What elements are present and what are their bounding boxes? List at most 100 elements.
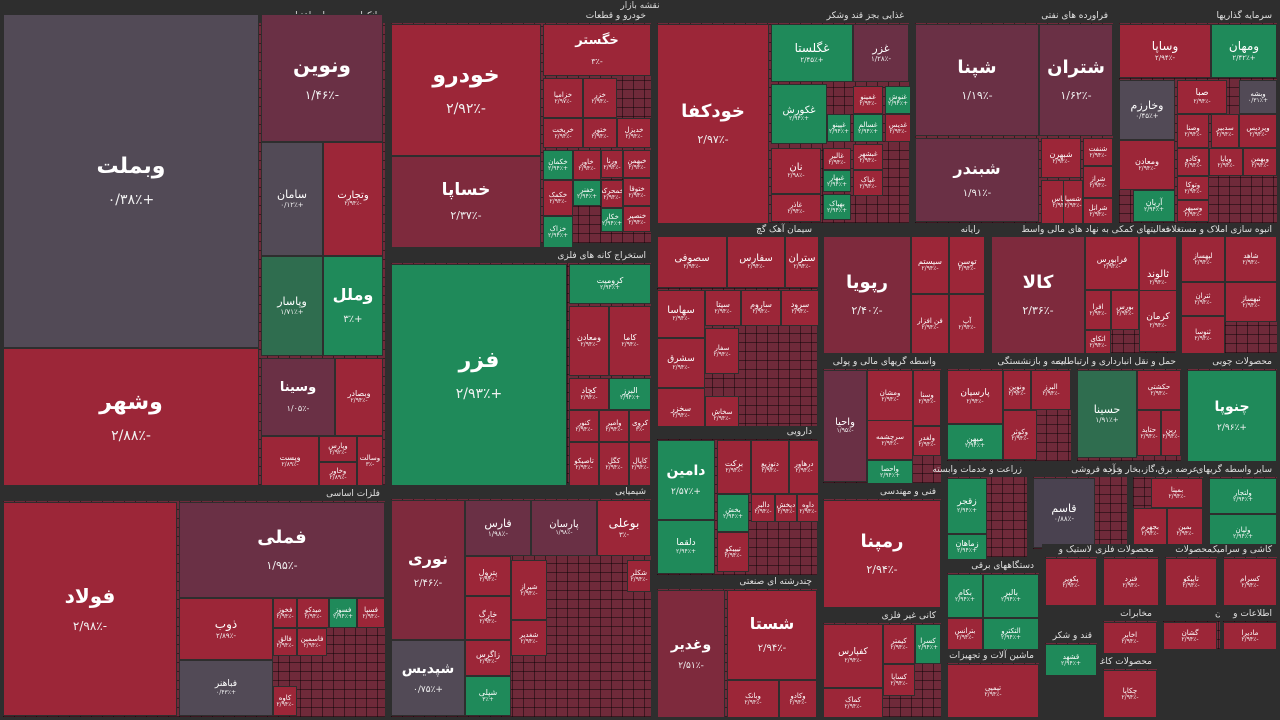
stock-tile[interactable]: فارس -۱/۹۸٪ [465, 500, 531, 556]
stock-tile[interactable]: فسوز +۲/۹۴٪ [329, 598, 357, 628]
stock-tile[interactable]: فخوز -۲/۹۴٪ [273, 598, 297, 628]
stock-tile[interactable]: وکادو -۲/۹۴٪ [1177, 148, 1209, 176]
stock-tile[interactable]: وسالت -۳٪ [357, 436, 383, 486]
stock-tile[interactable]: کسرام -۲/۹۴٪ [1223, 558, 1277, 606]
stock-tile[interactable]: وبصادر -۲/۹۴٪ [335, 358, 383, 436]
stock-tile[interactable]: خکار +۲/۹۴٪ [601, 208, 623, 232]
stock-tile[interactable]: التکترو +۲/۹۴٪ [983, 618, 1039, 650]
stock-tile[interactable]: سیتا -۲/۹۴٪ [705, 290, 741, 326]
stock-tile[interactable]: دتوزیع -۲/۹۴٪ [751, 440, 789, 494]
stock-tile[interactable]: ستران -۲/۹۴٪ [785, 236, 819, 288]
stock-tile[interactable]: غدیس -۲/۹۴٪ [885, 114, 911, 142]
stock-tile[interactable]: خساپا -۲/۳۷٪ [391, 156, 541, 248]
stock-tile[interactable]: ونوین -۱/۴۶٪ [261, 14, 383, 142]
stock-tile[interactable]: شستا -۲/۹۴٪ [727, 590, 817, 680]
stock-tile[interactable]: گشان -۲/۹۴٪ [1163, 622, 1217, 650]
stock-tile[interactable]: البرز +۲/۹۴٪ [609, 378, 651, 410]
stock-tile[interactable]: خنصیر -۲/۹۴٪ [623, 206, 651, 232]
stock-tile[interactable]: شپنا -۱/۱۹٪ [915, 24, 1039, 136]
stock-tile[interactable]: اخابر -۲/۹۴٪ [1103, 622, 1157, 654]
stock-tile[interactable]: پارسان -۱/۹۸٪ [531, 500, 597, 556]
stock-tile[interactable]: وملل +۳٪ [323, 256, 383, 356]
stock-tile[interactable]: خکمک -۲/۹۴٪ [543, 180, 573, 216]
stock-tile[interactable]: وبشه +۰/۳۱٪ [1239, 80, 1277, 114]
stock-tile[interactable]: ومشان -۲/۹۴٪ [867, 370, 913, 422]
stock-tile[interactable]: رمپنا -۲/۹۴٪ [823, 500, 941, 608]
stock-tile[interactable]: کاما -۲/۹۴٪ [609, 306, 651, 376]
stock-tile[interactable]: وپست -۲/۸۹٪ [261, 436, 319, 486]
stock-tile[interactable]: وبملت +۰/۳۸٪ [3, 14, 259, 348]
stock-tile[interactable]: برکت -۲/۹۴٪ [717, 440, 751, 494]
stock-tile[interactable]: البرز -۲/۹۴٪ [1031, 370, 1071, 410]
stock-tile[interactable]: خدیزل -۲/۹۴٪ [617, 118, 651, 148]
stock-tile[interactable]: ومعادن -۲/۹۴٪ [569, 306, 609, 376]
stock-tile[interactable]: دالبر -۲/۹۴٪ [751, 494, 775, 522]
stock-tile[interactable]: ثتران -۲/۹۴٪ [1181, 282, 1225, 316]
stock-tile[interactable]: خودکفا -۲/۹۷٪ [657, 24, 769, 224]
stock-tile[interactable]: تاصیکو -۲/۹۴٪ [569, 442, 599, 486]
stock-tile[interactable]: وتوکا -۲/۹۴٪ [1177, 176, 1209, 200]
stock-tile[interactable]: وسینا -۱/۰۵٪ [261, 358, 335, 436]
stock-tile[interactable]: حکشتی -۲/۹۴٪ [1137, 370, 1181, 410]
stock-tile[interactable]: فن افزار -۲/۹۴٪ [911, 294, 949, 354]
stock-tile[interactable]: ومعادن -۲/۹۴٪ [1119, 140, 1175, 190]
stock-tile[interactable]: غگلستا +۲/۴۵٪ [771, 24, 853, 82]
stock-tile[interactable]: شغدیر -۲/۹۴٪ [511, 620, 547, 656]
stock-tile[interactable]: کنور -۲/۹۴٪ [569, 410, 599, 442]
stock-tile[interactable]: غاذر -۲/۹۴٪ [771, 194, 821, 222]
stock-tile[interactable]: ختوقا -۲/۹۴٪ [623, 178, 651, 206]
stock-tile[interactable]: پکویر -۲/۹۴٪ [1045, 558, 1097, 606]
stock-tile[interactable]: کاپال -۲/۹۴٪ [629, 442, 651, 486]
stock-tile[interactable]: داوه -۲/۹۴٪ [797, 494, 819, 522]
stock-tile[interactable]: سفارس -۲/۹۴٪ [727, 236, 785, 288]
stock-tile[interactable]: سصوفی -۲/۹۴٪ [657, 236, 727, 288]
stock-tile[interactable]: دپخش -۲/۹۴٪ [775, 494, 797, 522]
stock-tile[interactable]: زاگرس -۲/۹۴٪ [465, 640, 511, 676]
stock-tile[interactable]: خارگ -۲/۹۴٪ [465, 596, 511, 640]
stock-tile[interactable]: خفنر +۲/۹۴٪ [573, 180, 601, 206]
stock-tile[interactable]: غپینو +۲/۹۴٪ [827, 114, 851, 142]
stock-tile[interactable]: وخاور -۲/۸۹٪ [319, 462, 357, 486]
stock-tile[interactable]: غبهار +۲/۹۴٪ [823, 170, 851, 192]
stock-tile[interactable]: کساپا -۲/۹۴٪ [883, 664, 915, 696]
stock-tile[interactable]: غپاک -۲/۹۴٪ [853, 170, 883, 196]
stock-tile[interactable]: دلقما +۲/۹۴٪ [657, 520, 715, 574]
stock-tile[interactable]: فنرد -۲/۹۴٪ [1103, 558, 1159, 606]
stock-tile[interactable]: فرابورس -۲/۹۴٪ [1085, 236, 1139, 290]
stock-tile[interactable]: وساپا -۲/۹۴٪ [1119, 24, 1211, 78]
stock-tile[interactable]: کرومیت +۲/۹۴٪ [569, 264, 651, 304]
stock-tile[interactable]: افرا -۲/۹۴٪ [1085, 290, 1111, 330]
stock-tile[interactable]: سدبیر -۲/۹۴٪ [1211, 114, 1239, 148]
stock-tile[interactable]: سیستم -۲/۹۴٪ [911, 236, 949, 294]
stock-tile[interactable]: فالق -۲/۹۴٪ [273, 628, 297, 656]
stock-tile[interactable]: رین -۲/۹۴٪ [1161, 410, 1181, 456]
stock-tile[interactable]: سهاسا -۲/۹۴٪ [657, 290, 705, 338]
stock-tile[interactable]: رپویا -۲/۴۰٪ [823, 236, 911, 354]
stock-tile[interactable]: ویایا -۲/۹۴٪ [1209, 148, 1243, 176]
stock-tile[interactable]: شسپا -۲/۹۴٪ [1063, 180, 1083, 224]
stock-tile[interactable]: بالبر +۲/۹۴٪ [983, 574, 1039, 618]
stock-tile[interactable]: شپدیس +۰/۷۵٪ [391, 640, 465, 716]
stock-tile[interactable]: سفار -۲/۹۴٪ [705, 328, 739, 374]
stock-tile[interactable]: حتاید -۲/۹۴٪ [1137, 410, 1161, 456]
stock-tile[interactable]: پارسیان -۲/۹۴٪ [947, 370, 1003, 424]
stock-tile[interactable]: خگستر -۳٪ [543, 24, 651, 76]
stock-tile[interactable]: حسینا +۱/۹۱٪ [1077, 370, 1137, 458]
stock-tile[interactable]: خبهمن -۲/۹۴٪ [623, 150, 651, 178]
stock-tile[interactable]: فسپا -۲/۹۴٪ [357, 598, 385, 628]
stock-tile[interactable]: شپلی +۳٪ [465, 676, 511, 716]
stock-tile[interactable]: بمپنا -۲/۹۴٪ [1151, 478, 1203, 508]
stock-tile[interactable]: قاسم -۰/۸۸٪ [1033, 478, 1095, 548]
stock-tile[interactable]: قشهد +۲/۹۴٪ [1045, 644, 1097, 676]
stock-tile[interactable]: ورنا -۲/۹۴٪ [601, 150, 623, 178]
stock-tile[interactable]: وپردیس -۲/۹۴٪ [1239, 114, 1277, 148]
stock-tile[interactable]: وسنا -۲/۹۴٪ [913, 370, 941, 426]
stock-tile[interactable]: تاپیکو -۲/۹۴٪ [1165, 558, 1217, 606]
stock-tile[interactable]: بوعلی -۳٪ [597, 500, 651, 556]
stock-tile[interactable]: شراز -۲/۹۴٪ [1083, 166, 1113, 198]
stock-tile[interactable]: وتجارت -۲/۹۴٪ [323, 142, 383, 256]
stock-tile[interactable]: بترانس -۲/۹۴٪ [947, 618, 983, 650]
stock-tile[interactable]: شکلر -۲/۹۴٪ [627, 560, 651, 592]
stock-tile[interactable]: ومهان +۲/۴۲٪ [1211, 24, 1277, 78]
stock-tile[interactable]: خکمان +۲/۹۴٪ [543, 150, 573, 180]
